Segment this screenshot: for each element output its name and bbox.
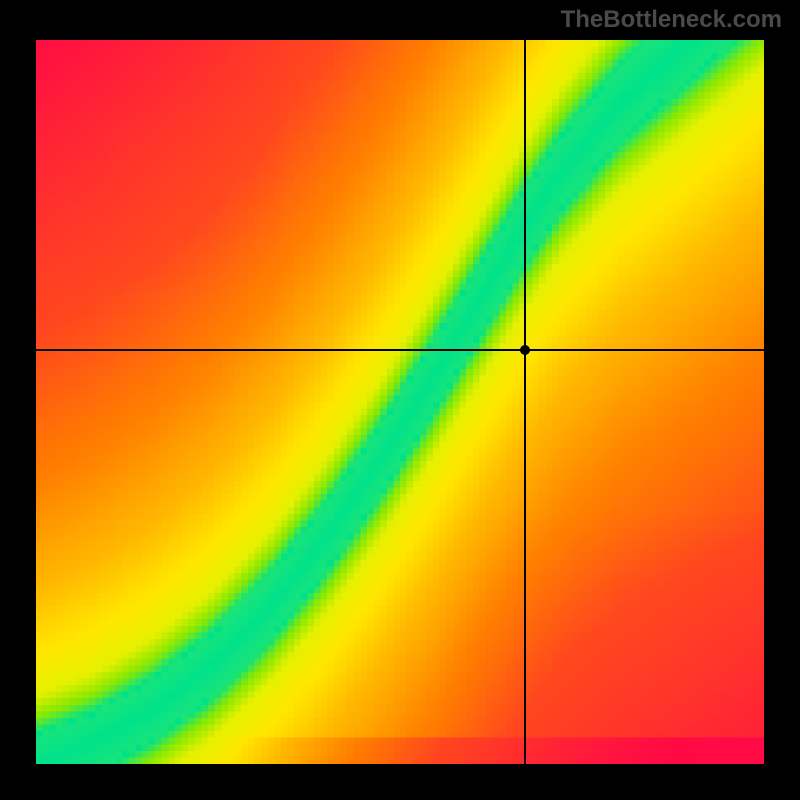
chart-stage: TheBottleneck.com [0,0,800,800]
crosshair-horizontal [36,349,764,351]
watermark-text: TheBottleneck.com [561,6,782,34]
bottleneck-heatmap [36,40,764,764]
crosshair-marker [520,345,530,355]
crosshair-vertical [524,40,526,764]
